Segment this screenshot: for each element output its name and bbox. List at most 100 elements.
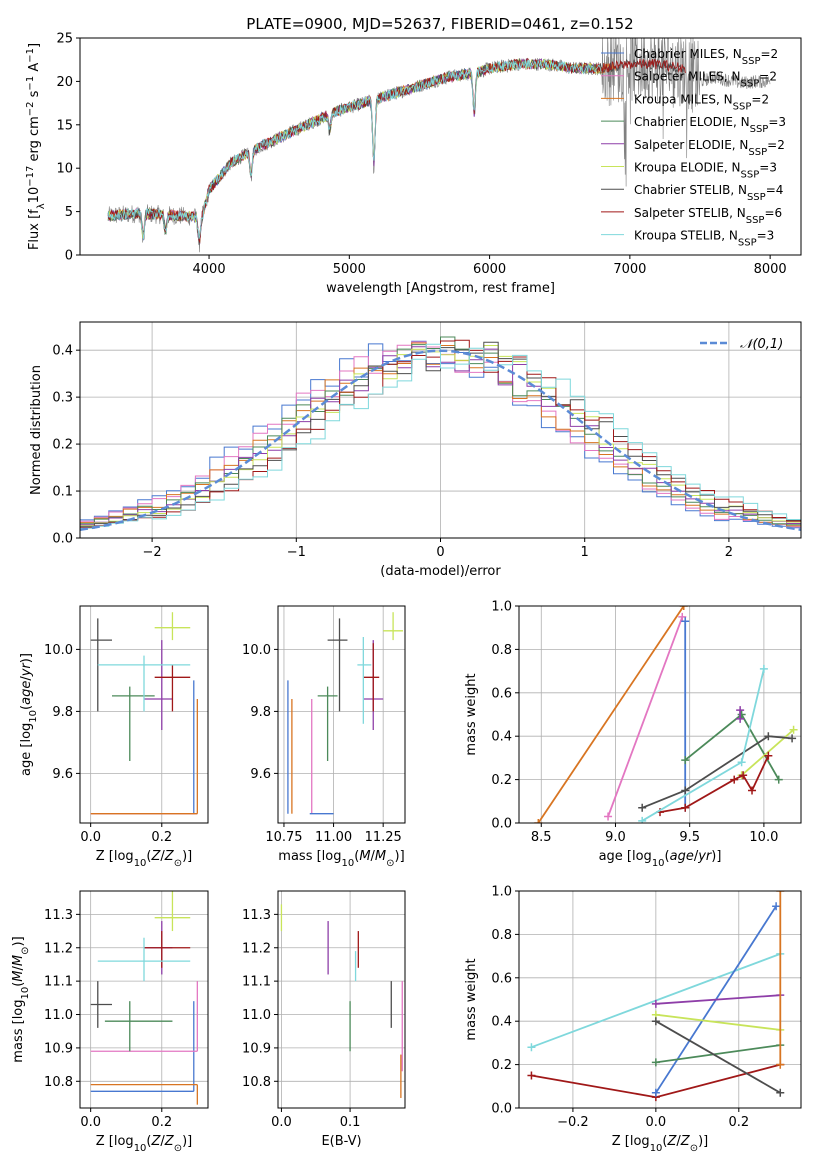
label-part: yr	[19, 662, 34, 678]
label-part: Kroupa ELODIE, N	[634, 161, 741, 175]
weight-marker	[604, 812, 613, 821]
x-tick-label: 0.2	[151, 1115, 172, 1130]
label-part: Z	[680, 1134, 691, 1149]
plot-area	[280, 904, 403, 1098]
y-axis-label: mass weight	[464, 673, 479, 755]
y-tick-label: 11.2	[44, 941, 73, 956]
label-part: 10	[27, 187, 42, 204]
model-spectrum-line	[107, 59, 602, 240]
label-part: erg cm	[27, 116, 42, 165]
panel-weight_vs_age: 8.5 9.0 9.5 10.0 0.0 0.2 0.4 0.6 0.8 1.0 age [log1…	[464, 600, 802, 869]
y-tick-label: 11.1	[242, 975, 271, 990]
weight-marker	[678, 612, 687, 621]
x-tick-label: 9.5	[679, 830, 700, 845]
y-tick-label: 9.6	[52, 767, 73, 782]
label-part: Z	[164, 1134, 175, 1149]
label-part: =2	[767, 138, 785, 152]
x-axis-label: age [log10(age/yr)]	[599, 849, 722, 869]
label-part: ⊙	[386, 858, 394, 869]
axes-frame	[518, 890, 802, 1109]
label-part: ⊙	[690, 1143, 698, 1154]
axes-frame	[518, 605, 802, 824]
weight-marker	[730, 775, 739, 784]
x-tick-label: 9.0	[605, 830, 626, 845]
weight-marker	[651, 1088, 660, 1097]
y-tick-label: 0.4	[491, 730, 512, 745]
y-tick-label: 0.4	[52, 344, 73, 359]
weight-marker	[736, 706, 745, 715]
label-part: SSP	[746, 214, 765, 225]
legend-label: Salpeter MILES, NSSP=2	[634, 70, 777, 90]
panel-weight_vs_Z: −0.2 0.0 0.20.00.20.40.60.81.0Z [log10(Z/Z…	[464, 885, 802, 1154]
weight-marker	[681, 617, 690, 626]
x-tick-label: 0.2	[728, 1115, 749, 1130]
y-tick-label: 0.6	[491, 686, 512, 701]
legend-label: Chabrier STELIB, NSSP=4	[634, 183, 783, 203]
x-tick-label: −1	[287, 545, 306, 560]
histogram-step-line	[80, 343, 801, 529]
x-axis-label: E(B-V)	[321, 1134, 361, 1149]
label-part: =3	[759, 161, 777, 175]
y-tick-label: 11.0	[242, 1008, 271, 1023]
label-part: Chabrier ELODIE, N	[634, 115, 750, 129]
label-part: SSP	[742, 56, 761, 67]
label-part: (	[665, 849, 670, 864]
label-part: )]	[182, 1134, 192, 1149]
x-tick-label: 6000	[473, 262, 506, 277]
weight-marker	[788, 734, 797, 743]
y-tick-label: 0.2	[491, 1058, 512, 1073]
label-part: =3	[768, 115, 786, 129]
x-tick-label: 2	[725, 545, 733, 560]
weight-marker	[679, 606, 688, 610]
x-tick-label: 11.25	[365, 830, 402, 845]
label-part: Salpeter STELIB, N	[634, 206, 746, 220]
x-tick-label: −2	[143, 545, 162, 560]
y-tick-label: 0	[65, 249, 73, 264]
x-tick-label: 5000	[333, 262, 366, 277]
label-part: s	[27, 90, 42, 101]
plot-area	[90, 612, 198, 815]
plot-area	[90, 891, 198, 1105]
label-part: SSP	[748, 146, 767, 157]
weight-line	[684, 713, 780, 781]
y-tick-label: 0.8	[491, 643, 512, 658]
y-tick-label: 0.0	[52, 532, 73, 547]
x-axis-label: Z [log10(Z/Z⊙)]	[96, 1134, 193, 1154]
weight-marker	[764, 732, 773, 741]
label-part: Z [log	[96, 1134, 134, 1149]
x-tick-label: 0.2	[151, 830, 172, 845]
label-part: ]	[27, 43, 42, 48]
label-part: Z	[151, 1134, 162, 1149]
label-part: Z	[151, 849, 162, 864]
axes-frame	[79, 890, 209, 1109]
label-part: Salpeter ELODIE, N	[634, 138, 748, 152]
weight-marker	[527, 1071, 536, 1080]
label-part: wavelength [Angstrom, rest frame]	[326, 281, 555, 296]
panel-mass_vs_Z: 0.0 0.210.810.911.011.111.211.3Z [log10(Z…	[11, 890, 209, 1154]
weight-marker	[651, 999, 660, 1008]
label-part: 10	[134, 858, 147, 869]
y-tick-label: 1.0	[491, 600, 512, 615]
label-part: λ	[36, 203, 47, 209]
label-part: =2	[760, 47, 778, 61]
legend-label: Salpeter STELIB, NSSP=6	[634, 206, 782, 226]
weight-line	[537, 606, 685, 823]
x-tick-label: 0.0	[646, 1115, 667, 1130]
label-part: =2	[759, 70, 777, 84]
y-tick-label: 0.4	[491, 1015, 512, 1030]
label-part: 10	[20, 987, 31, 1000]
y-tick-label: 1.0	[491, 885, 512, 900]
panel-age_vs_Z: 0.0 0.29.69.810.0Z [log10(Z/Z⊙)]age [log1…	[19, 605, 209, 869]
label-part: −1	[25, 76, 36, 91]
legend-label: Chabrier ELODIE, NSSP=3	[634, 115, 786, 135]
label-part: Salpeter MILES, N	[634, 70, 741, 84]
label-part: −2	[25, 101, 36, 116]
label-part: mass weight	[464, 958, 479, 1040]
label-part: E(B-V)	[321, 1134, 361, 1149]
label-part: /	[19, 676, 34, 681]
label-part: Kroupa MILES, N	[634, 92, 733, 106]
label-part: =4	[766, 183, 784, 197]
label-part: 10	[650, 1143, 663, 1154]
y-tick-label: 0.0	[491, 817, 512, 832]
